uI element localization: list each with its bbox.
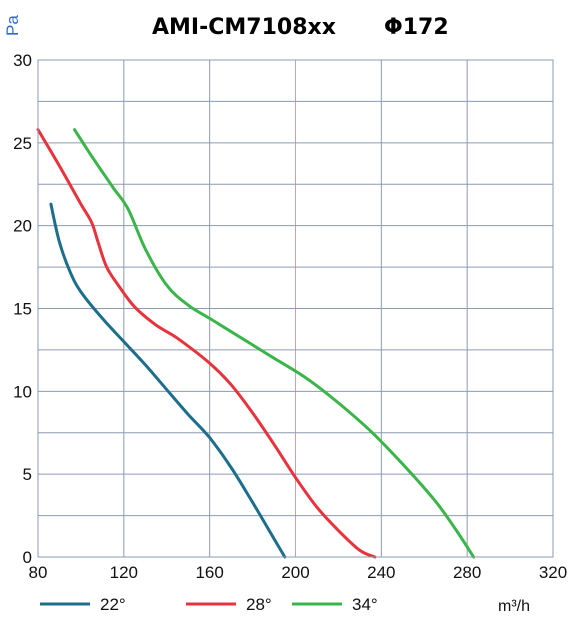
x-tick-label: 160 bbox=[195, 563, 223, 582]
legend: 22° 28° 34° bbox=[40, 595, 378, 614]
grid bbox=[37, 59, 554, 558]
legend-label-3: 34° bbox=[352, 595, 378, 614]
x-tick-label: 80 bbox=[29, 563, 48, 582]
x-tick-label: 200 bbox=[281, 563, 309, 582]
y-tick-label: 5 bbox=[23, 465, 32, 484]
x-axis-unit: m³/h bbox=[498, 598, 530, 615]
series-line-1 bbox=[49, 202, 287, 559]
chart-subtitle: Φ172 bbox=[384, 15, 449, 40]
chart-title: AMI-CM7108xx bbox=[152, 15, 336, 40]
series-line-2 bbox=[36, 128, 377, 559]
series-line-3 bbox=[73, 128, 476, 559]
y-tick-label: 30 bbox=[13, 51, 32, 70]
x-tick-label: 320 bbox=[539, 563, 567, 582]
series-lines bbox=[36, 128, 476, 559]
legend-label-2: 28° bbox=[246, 595, 272, 614]
y-axis-label: Pa bbox=[3, 15, 22, 36]
plot-frame bbox=[37, 59, 554, 558]
y-tick-label: 20 bbox=[13, 217, 32, 236]
y-tick-label: 15 bbox=[13, 300, 32, 319]
y-tick-label: 0 bbox=[23, 548, 32, 567]
x-tick-label: 280 bbox=[453, 563, 481, 582]
tick-labels: 80 120 160 200 240 280 320 0 5 10 15 20 25 30 bbox=[13, 51, 567, 582]
legend-label-1: 22° bbox=[100, 595, 126, 614]
y-tick-label: 10 bbox=[13, 382, 32, 401]
x-tick-label: 240 bbox=[367, 563, 395, 582]
x-tick-label: 120 bbox=[110, 563, 138, 582]
y-tick-label: 25 bbox=[13, 134, 32, 153]
